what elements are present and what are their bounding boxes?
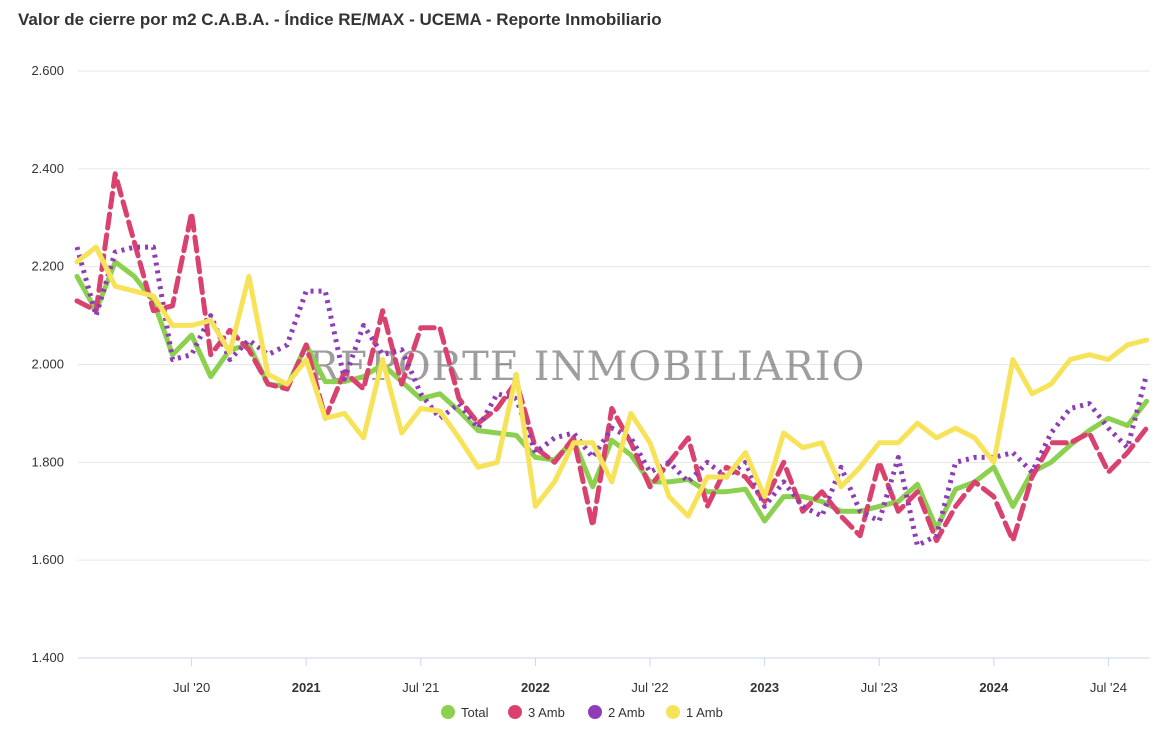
legend-label: 1 Amb <box>686 705 723 720</box>
x-tick-label: 2024 <box>979 680 1009 695</box>
x-tick-label: Jul '22 <box>631 680 668 695</box>
series-line-3-amb[interactable] <box>74 171 1150 544</box>
legend-item-1-amb[interactable]: 1 Amb <box>666 705 723 720</box>
chart-title: Valor de cierre por m2 C.A.B.A. - Índice… <box>18 10 662 29</box>
y-tick-label: 2.200 <box>31 259 64 274</box>
x-tick-label: 2023 <box>750 680 779 695</box>
x-tick-label: 2021 <box>292 680 321 695</box>
legend: Total 3 Amb 2 Amb 1 Amb <box>441 705 723 720</box>
x-axis: Jul '20 2021 Jul '21 2022 Jul '22 2023 Jul '23… <box>78 657 1150 695</box>
y-tick-label: 1.800 <box>31 454 64 469</box>
series-line-1-amb[interactable] <box>74 244 1150 519</box>
y-tick-label: 2.600 <box>31 63 64 78</box>
legend-item-2-amb[interactable]: 2 Amb <box>588 705 645 720</box>
y-tick-label: 2.400 <box>31 161 64 176</box>
legend-label: 2 Amb <box>608 705 645 720</box>
x-tick-label: Jul '20 <box>173 680 210 695</box>
series-line-2-amb[interactable] <box>74 244 1150 548</box>
y-axis-ticks: 1.400 1.600 1.800 2.000 2.200 2.400 2.600 <box>31 63 64 665</box>
legend-marker <box>508 705 522 719</box>
y-tick-label: 2.000 <box>31 357 64 372</box>
x-tick-label: 2022 <box>521 680 550 695</box>
legend-item-total[interactable]: Total <box>441 705 489 720</box>
legend-item-3-amb[interactable]: 3 Amb <box>508 705 565 720</box>
legend-marker <box>588 705 602 719</box>
x-tick-label: Jul '23 <box>861 680 898 695</box>
legend-label: Total <box>461 705 489 720</box>
x-tick-label: Jul '24 <box>1090 680 1127 695</box>
legend-label: 3 Amb <box>528 705 565 720</box>
x-tick-label: Jul '21 <box>402 680 439 695</box>
series-lines <box>74 171 1150 548</box>
legend-marker <box>441 705 455 719</box>
y-tick-label: 1.600 <box>31 552 64 567</box>
y-tick-label: 1.400 <box>31 650 64 665</box>
legend-marker <box>666 705 680 719</box>
